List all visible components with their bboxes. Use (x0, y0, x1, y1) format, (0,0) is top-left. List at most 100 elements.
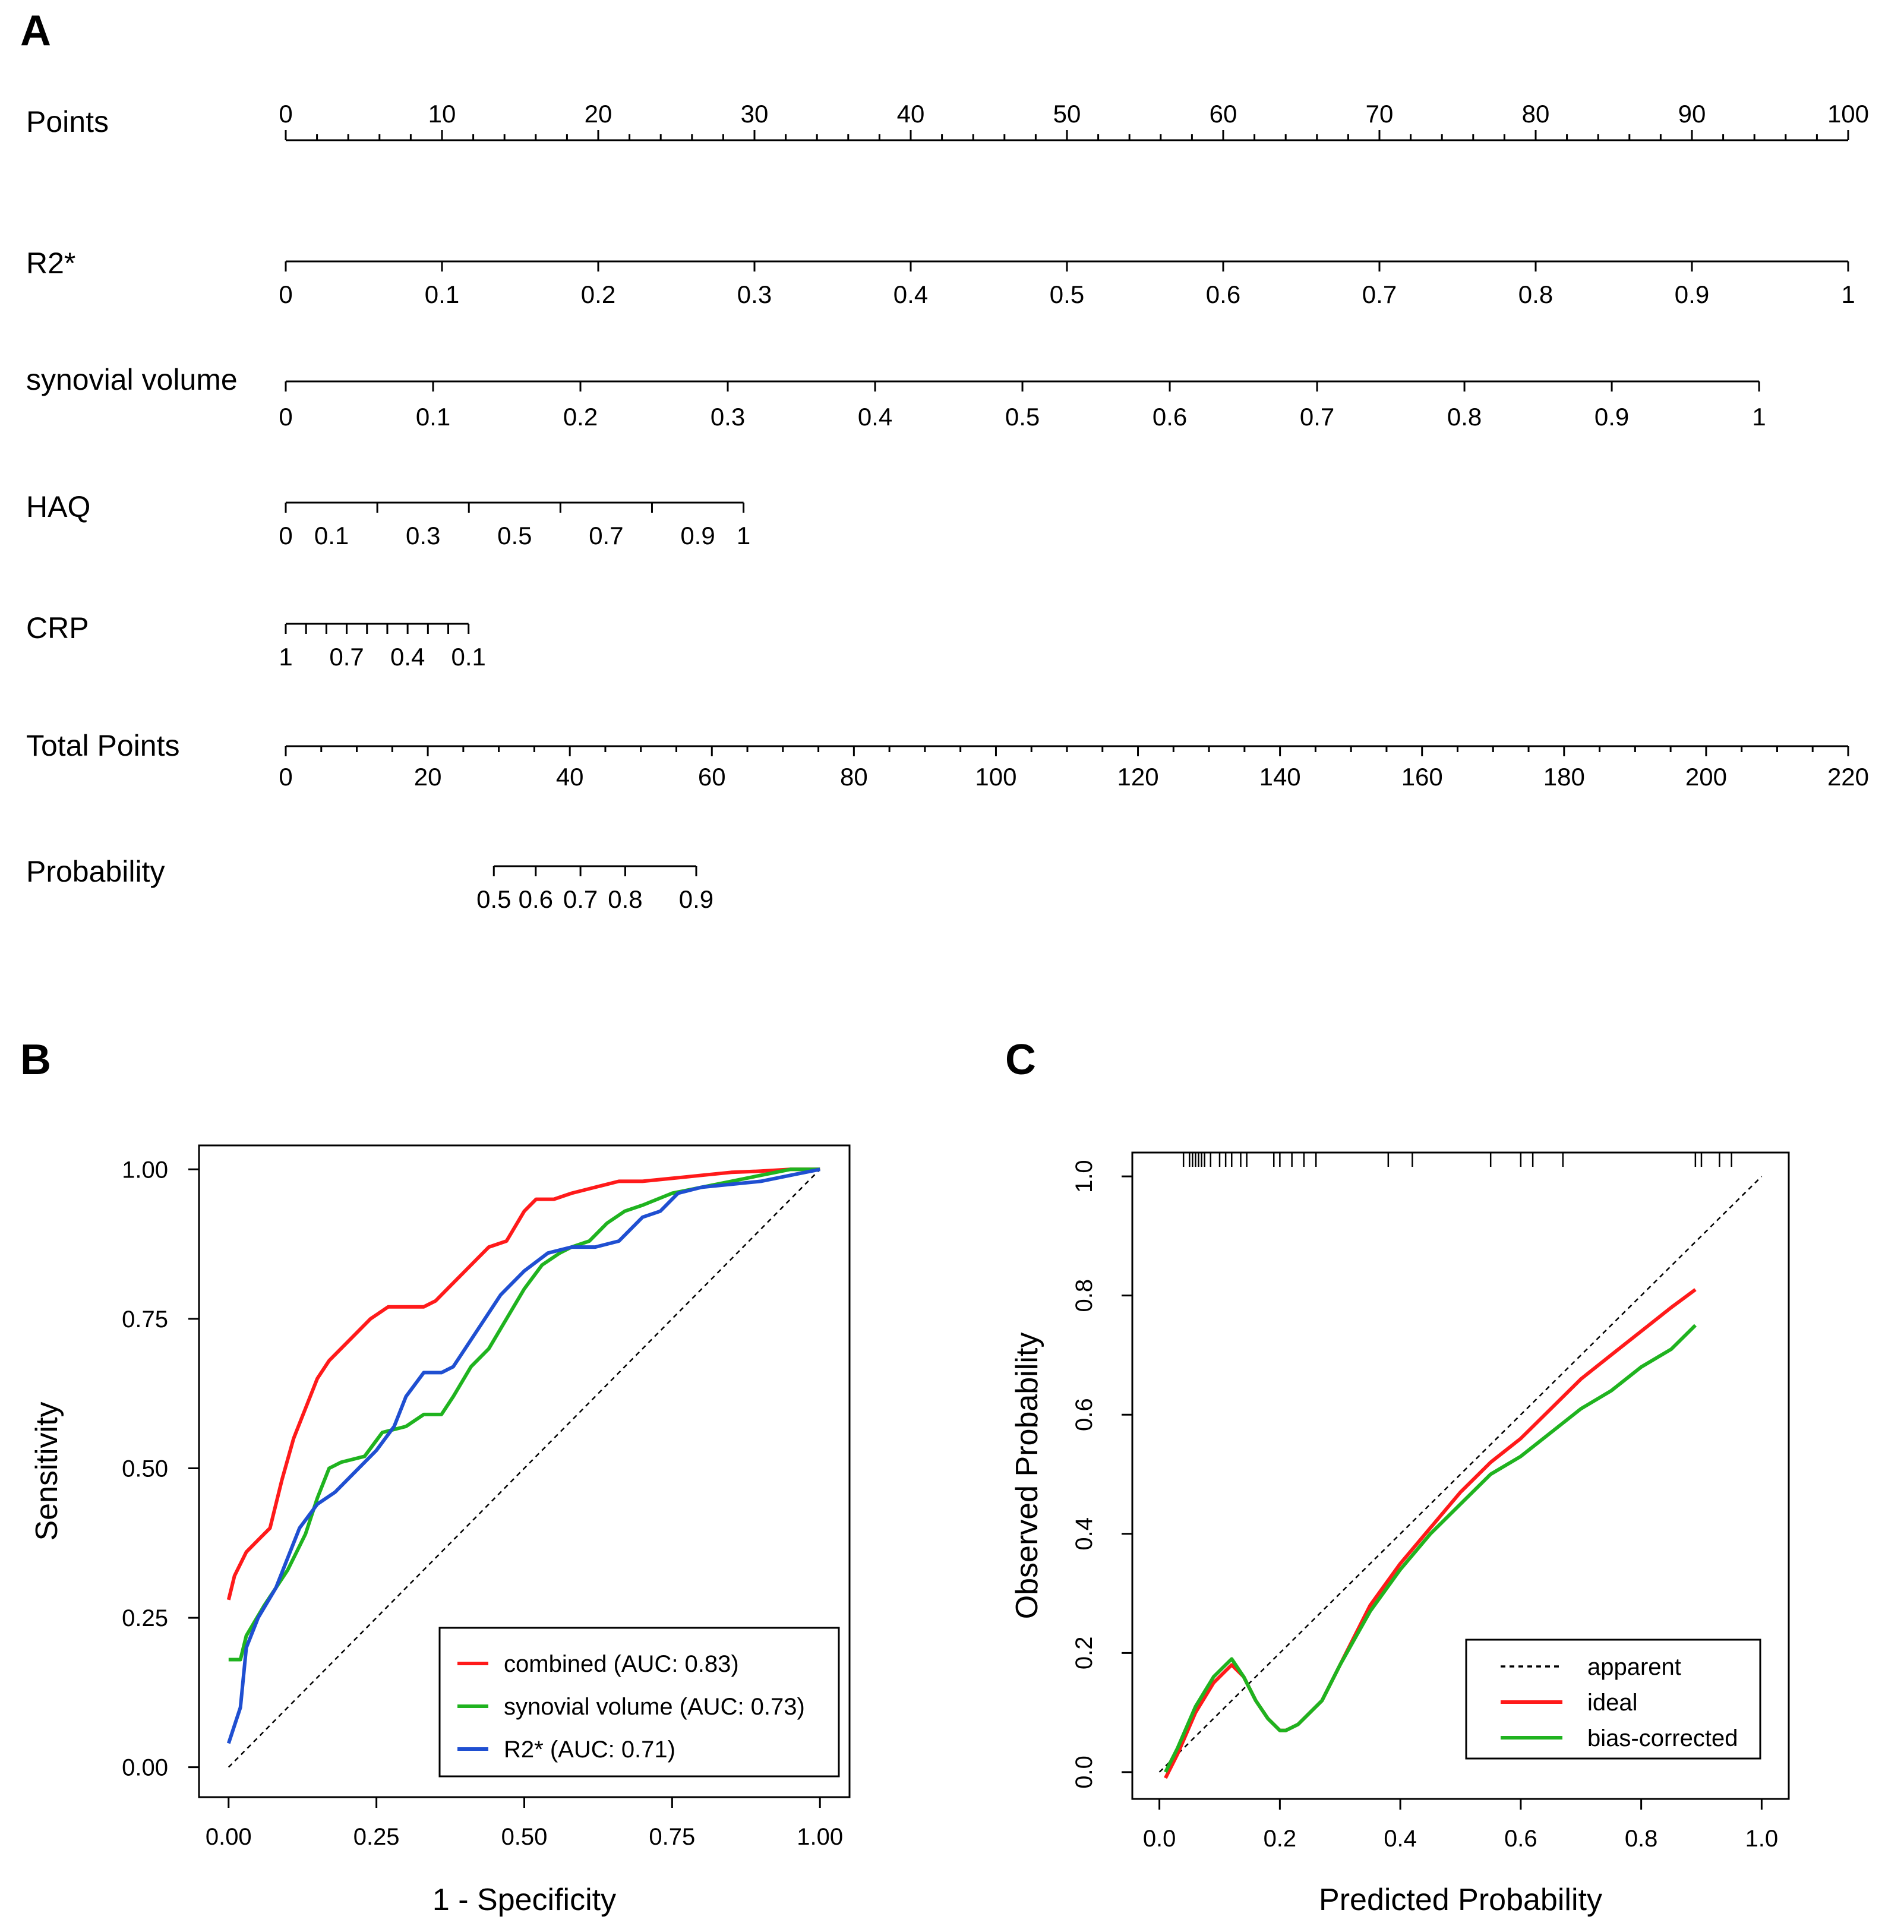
x-tick-label: 0.25 (353, 1824, 400, 1850)
x-axis-title: 1 - Specificity (432, 1883, 616, 1917)
tick-label-points: 90 (1678, 100, 1706, 128)
tick-label-points: 100 (1827, 100, 1869, 128)
reference-line (228, 1169, 821, 1768)
tick-label-synovial: 0.2 (563, 403, 598, 431)
y-tick-label: 0.0 (1071, 1756, 1097, 1789)
tick-label-r2star: 0.8 (1518, 280, 1553, 308)
y-axis-title: Sensitivity (30, 1401, 64, 1540)
tick-label-synovial: 0 (279, 403, 292, 431)
calibration-legend: apparent ideal bias-corrected (1465, 1639, 1761, 1760)
tick-label-crp: 1 (279, 643, 292, 671)
tick-label-points: 80 (1522, 100, 1550, 128)
tick-label-haq: 0.7 (589, 522, 623, 550)
row-label-haq: HAQ (26, 490, 90, 523)
panel-label-b: B (20, 1036, 51, 1084)
tick-label-total: 80 (840, 763, 868, 791)
panel-label-c: C (1005, 1036, 1036, 1084)
nomogram-row-points: Points 0 10 20 30 40 50 60 70 80 90 100 (26, 100, 1869, 141)
x-tick-label: 0.6 (1504, 1826, 1537, 1852)
tick-label-prob: 0.6 (519, 885, 553, 913)
tick-label-prob: 0.7 (563, 885, 598, 913)
calibration-series-bias-corrected (1164, 1324, 1697, 1773)
calibration-chart: 0.0 0.2 0.4 0.6 0.8 1.0 0.0 0.2 0.4 0.6 0.8 1.0 Pred… (1010, 1151, 1790, 1917)
legend-label: combined (AUC: 0.83) (504, 1651, 739, 1677)
tick-label-prob: 0.8 (608, 885, 642, 913)
tick-label-total: 180 (1543, 763, 1585, 791)
y-tick-label: 0.00 (122, 1755, 168, 1781)
tick-label-r2star: 0 (279, 280, 292, 308)
tick-label-synovial: 0.4 (858, 403, 892, 431)
tick-label-crp: 0.1 (451, 643, 486, 671)
panel-label-a: A (20, 7, 51, 55)
roc-series-combined (226, 1167, 820, 1600)
tick-label-total: 140 (1259, 763, 1301, 791)
x-axis-title: Predicted Probability (1319, 1883, 1602, 1917)
y-tick-label: 0.4 (1071, 1517, 1097, 1551)
nomogram-row-prob: Probability 0.5 0.6 0.7 0.8 0.9 (26, 855, 713, 913)
tick-label-points: 70 (1366, 100, 1394, 128)
tick-label-r2star: 0.1 (425, 280, 459, 308)
legend-label: R2* (AUC: 0.71) (504, 1737, 675, 1763)
tick-label-points: 0 (279, 100, 292, 128)
y-tick-label: 0.2 (1071, 1637, 1097, 1670)
y-tick-label: 0.8 (1071, 1279, 1097, 1312)
tick-label-total: 200 (1685, 763, 1727, 791)
tick-label-synovial: 0.5 (1005, 403, 1040, 431)
tick-label-total: 20 (414, 763, 442, 791)
tick-label-r2star: 0.2 (581, 280, 615, 308)
roc-legend: combined (AUC: 0.83) synovial volume (AUC… (438, 1627, 840, 1778)
tick-label-haq: 0.3 (406, 522, 440, 550)
tick-label-synovial: 0.6 (1152, 403, 1187, 431)
tick-label-haq: 0.1 (314, 522, 349, 550)
tick-label-points: 20 (585, 100, 612, 128)
nomogram-row-haq: HAQ 0 0.1 0.3 0.5 0.7 0.9 1 (26, 490, 750, 550)
tick-label-total: 120 (1117, 763, 1159, 791)
tick-label-r2star: 0.3 (737, 280, 772, 308)
x-tick-label: 0.8 (1625, 1826, 1658, 1852)
x-tick-label: 0.0 (1143, 1826, 1176, 1852)
tick-label-points: 50 (1053, 100, 1081, 128)
roc-series-synovial-volume (228, 1167, 820, 1662)
legend-label: ideal (1587, 1690, 1638, 1716)
tick-label-points: 10 (428, 100, 456, 128)
tick-label-crp: 0.4 (390, 643, 425, 671)
tick-label-synovial: 0.8 (1447, 403, 1482, 431)
row-label-prob: Probability (26, 855, 165, 888)
roc-chart: 0.00 0.25 0.50 0.75 1.00 0.00 0.25 0.50 0.75 1.00… (30, 1144, 851, 1917)
y-tick-label: 1.0 (1071, 1160, 1097, 1193)
x-tick-label: 1.00 (797, 1824, 843, 1850)
tick-label-synovial: 0.7 (1300, 403, 1334, 431)
tick-label-r2star: 0.5 (1050, 280, 1084, 308)
x-tick-label: 0.00 (206, 1824, 252, 1850)
tick-label-prob: 0.9 (679, 885, 713, 913)
y-tick-label: 0.6 (1071, 1398, 1097, 1431)
row-label-r2star: R2* (26, 247, 75, 280)
plot-frame (1131, 1151, 1790, 1800)
tick-label-synovial: 0.1 (416, 403, 450, 431)
nomogram-row-synovial: synovial volume 0 0.1 0.2 0.3 0.4 0.5 0.6 0.7 0.8… (26, 363, 1766, 431)
tick-label-r2star: 1 (1841, 280, 1855, 308)
tick-label-total: 60 (698, 763, 726, 791)
calibration-series-apparent (1158, 1176, 1763, 1773)
y-tick-label: 0.25 (122, 1605, 168, 1631)
tick-label-haq: 0.9 (680, 522, 715, 550)
nomogram-row-total: Total Points 0 20 40 60 80 100 120 140 160 180 200 2… (26, 729, 1869, 791)
x-tick-label: 0.2 (1264, 1826, 1297, 1852)
legend-label: apparent (1587, 1654, 1681, 1680)
tick-label-synovial: 0.3 (711, 403, 745, 431)
tick-label-points: 60 (1210, 100, 1237, 128)
legend-label: bias-corrected (1587, 1725, 1738, 1751)
x-tick-label: 0.50 (501, 1824, 548, 1850)
tick-label-synovial: 1 (1752, 403, 1766, 431)
tick-label-r2star: 0.4 (893, 280, 928, 308)
x-tick-label: 1.0 (1745, 1826, 1779, 1852)
row-label-points: Points (26, 105, 109, 138)
tick-label-synovial: 0.9 (1594, 403, 1629, 431)
x-tick-label: 0.75 (649, 1824, 695, 1850)
nomogram-row-crp: CRP 1 0.7 0.4 0.1 (26, 611, 486, 671)
tick-label-total: 160 (1401, 763, 1443, 791)
tick-label-total: 0 (279, 763, 292, 791)
legend-label: synovial volume (AUC: 0.73) (504, 1694, 805, 1720)
tick-label-total: 40 (556, 763, 584, 791)
nomogram-row-r2star: R2* 0 0.1 0.2 0.3 0.4 0.5 0.6 0.7 0.8 0.9 1 (26, 247, 1855, 308)
